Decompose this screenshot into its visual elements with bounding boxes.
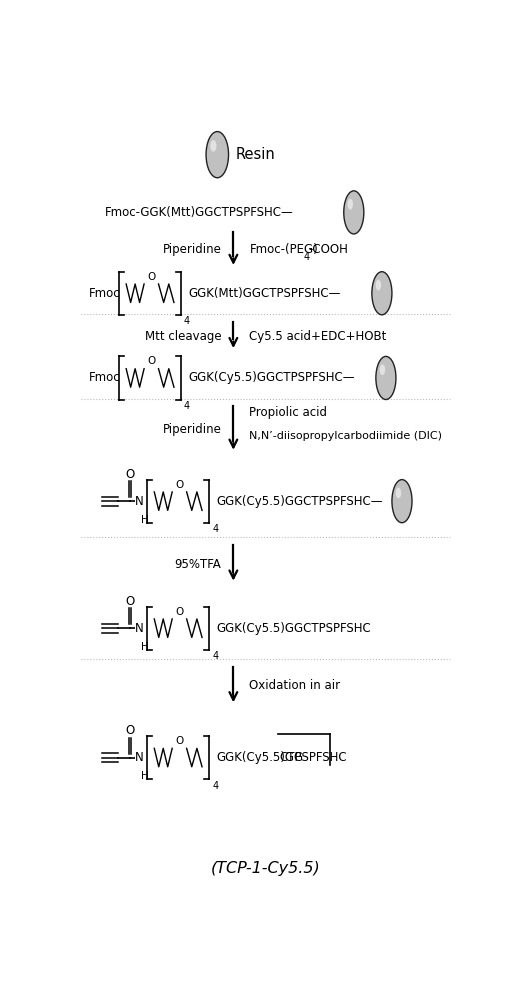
Text: Cy5.5 acid+EDC+HOBt: Cy5.5 acid+EDC+HOBt [250, 330, 387, 343]
Text: O: O [125, 468, 135, 481]
Text: O: O [175, 736, 183, 746]
Text: Fmoc-(PEG): Fmoc-(PEG) [250, 243, 318, 256]
Text: CTPSPFSHC: CTPSPFSHC [279, 751, 347, 764]
Text: Fmoc-GGK(Mtt)GGCTPSPFSHC—: Fmoc-GGK(Mtt)GGCTPSPFSHC— [105, 206, 294, 219]
Text: GGK(Cy5.5)GGCTPSPFSHC—: GGK(Cy5.5)GGCTPSPFSHC— [189, 371, 355, 384]
Text: O: O [125, 595, 135, 608]
Text: O: O [175, 607, 183, 617]
Text: Fmoc: Fmoc [89, 371, 121, 384]
Ellipse shape [376, 280, 381, 290]
Text: Resin: Resin [235, 147, 275, 162]
Ellipse shape [396, 488, 401, 498]
Text: GGK(Mtt)GGCTPSPFSHC—: GGK(Mtt)GGCTPSPFSHC— [189, 287, 341, 300]
Text: GGK(Cy5.5)GGCTPSPFSHC: GGK(Cy5.5)GGCTPSPFSHC [217, 622, 371, 635]
Text: GGK(Cy5.5)GGCTPSPFSHC—: GGK(Cy5.5)GGCTPSPFSHC— [217, 495, 383, 508]
Ellipse shape [380, 364, 385, 375]
Text: O: O [147, 356, 155, 366]
Text: N: N [135, 622, 144, 635]
Text: 4: 4 [212, 524, 218, 534]
Ellipse shape [348, 199, 353, 210]
Text: (TCP-1-Cy5.5): (TCP-1-Cy5.5) [211, 861, 320, 876]
Text: O: O [147, 272, 155, 282]
Text: H: H [141, 515, 149, 525]
Text: GGK(Cy5.5)GG: GGK(Cy5.5)GG [217, 751, 304, 764]
Text: N: N [135, 495, 144, 508]
Ellipse shape [344, 191, 364, 234]
Text: 4: 4 [212, 651, 218, 661]
Text: Fmoc: Fmoc [89, 287, 121, 300]
Text: 95%TFA: 95%TFA [175, 558, 221, 571]
Text: H: H [141, 771, 149, 781]
Ellipse shape [376, 356, 396, 400]
Text: Piperidine: Piperidine [163, 243, 221, 256]
Ellipse shape [210, 140, 217, 152]
Text: 4: 4 [184, 401, 190, 411]
Text: O: O [175, 480, 183, 490]
Text: -COOH: -COOH [309, 243, 349, 256]
Text: N: N [135, 751, 144, 764]
Text: Piperidine: Piperidine [163, 423, 221, 436]
Text: 4: 4 [212, 781, 218, 791]
Text: Propiolic acid: Propiolic acid [250, 406, 327, 419]
Ellipse shape [372, 272, 392, 315]
Text: N,N’-diisopropylcarbodiimide (DIC): N,N’-diisopropylcarbodiimide (DIC) [250, 431, 442, 441]
Text: Oxidation in air: Oxidation in air [250, 679, 340, 692]
Ellipse shape [206, 132, 228, 178]
Text: Mtt cleavage: Mtt cleavage [145, 330, 221, 343]
Ellipse shape [392, 480, 412, 523]
Text: H: H [141, 642, 149, 652]
Text: O: O [125, 724, 135, 737]
Text: 4: 4 [303, 252, 309, 262]
Text: 4: 4 [184, 316, 190, 326]
